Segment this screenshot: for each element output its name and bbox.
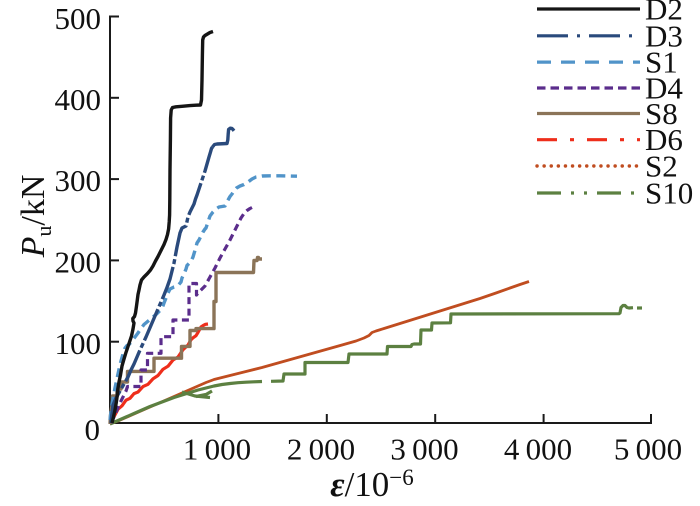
svg-text:D2: D2: [645, 0, 683, 27]
svg-text:1 000: 1 000: [183, 432, 251, 467]
svg-text:5 000: 5 000: [614, 432, 682, 467]
svg-text:400: 400: [55, 82, 102, 117]
svg-text:500: 500: [55, 1, 102, 36]
svg-text:D6: D6: [645, 122, 683, 157]
svg-text:ε/10−6: ε/10−6: [330, 465, 414, 504]
svg-text:0: 0: [85, 412, 101, 447]
svg-text:D4: D4: [645, 71, 683, 106]
svg-text:S2: S2: [645, 149, 678, 184]
svg-text:200: 200: [55, 245, 102, 280]
svg-text:2 000: 2 000: [287, 432, 355, 467]
svg-text:D3: D3: [645, 18, 683, 53]
svg-text:300: 300: [55, 163, 102, 198]
svg-text:S1: S1: [645, 45, 678, 80]
svg-text:S8: S8: [645, 96, 678, 131]
svg-text:Pu/kN: Pu/kN: [15, 175, 56, 259]
svg-text:3 000: 3 000: [390, 432, 458, 467]
svg-text:4 000: 4 000: [504, 432, 572, 467]
svg-text:100: 100: [55, 326, 102, 361]
svg-text:S10: S10: [645, 176, 693, 211]
